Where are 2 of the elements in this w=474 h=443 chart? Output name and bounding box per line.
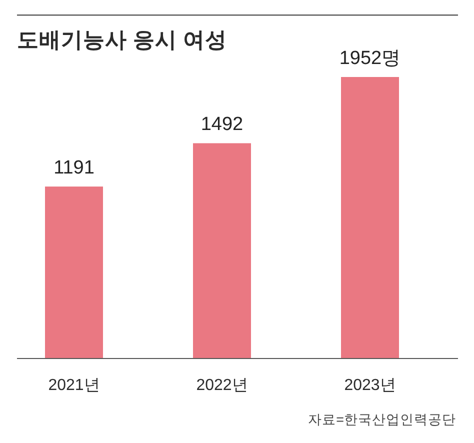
title: 도배기능사 응시 여성 [17, 28, 227, 52]
annotation: 자료=한국산업인력공단 [308, 412, 456, 427]
